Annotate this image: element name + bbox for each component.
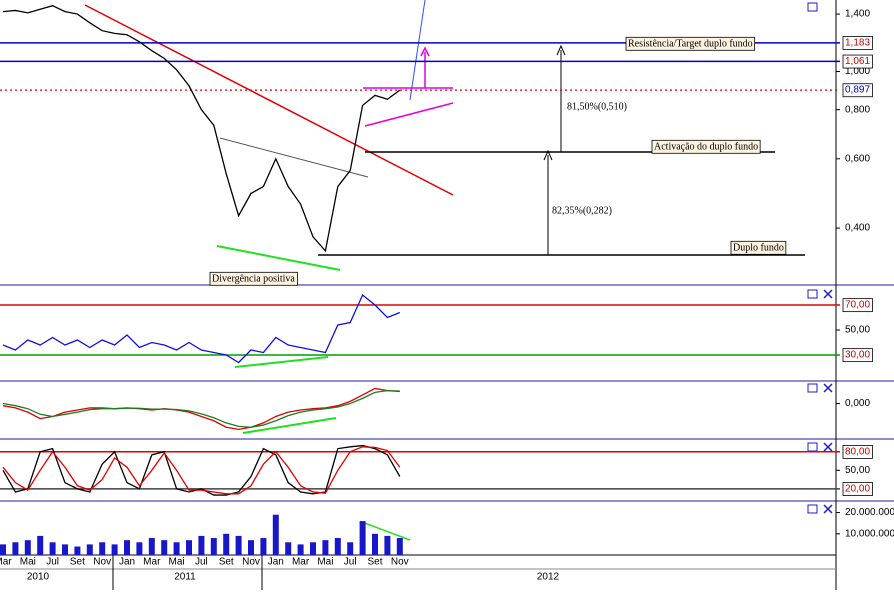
volume-bar — [136, 542, 143, 555]
label-box — [842, 54, 873, 69]
series-line — [2, 387, 400, 431]
volume-bar — [161, 540, 168, 555]
x-tick-label: Jul — [46, 557, 59, 568]
annotation: 81,50%(0,510) — [567, 101, 627, 112]
level-label: 30,00 — [845, 350, 870, 361]
volume-bar — [334, 538, 341, 555]
volume-bar — [62, 544, 68, 555]
y-tick-label: 0,400 — [845, 223, 870, 234]
annotation: 82,35%(0,282) — [552, 205, 612, 216]
x-tick-label: Mai — [169, 557, 185, 568]
label-box — [209, 271, 298, 286]
volume-bar — [384, 535, 391, 555]
series-line — [2, 293, 401, 364]
x-tick-label: Jul — [344, 557, 357, 568]
level-label: 0,897 — [845, 85, 870, 96]
volume-bar — [173, 542, 180, 555]
label-box — [842, 482, 873, 496]
y-tick-label: 10.000.000 — [845, 528, 894, 539]
x-tick-label: Nov — [93, 557, 111, 568]
annotation: Activação do duplo fundo — [654, 141, 758, 152]
label-box — [842, 36, 873, 50]
volume-bar — [111, 544, 118, 555]
volume-bar — [310, 542, 316, 555]
x-tick-label: Mar — [292, 557, 310, 568]
year-label: 2012 — [537, 572, 560, 583]
volume-bar — [124, 540, 130, 555]
x-tick-label: Mai — [317, 557, 333, 568]
volume-bar — [49, 542, 56, 555]
window-buttons[interactable] — [807, 2, 833, 514]
volume-bar — [148, 538, 155, 555]
y-tick-label: 0,000 — [845, 398, 870, 409]
volume-bar — [359, 521, 366, 555]
level-label: 80,00 — [845, 446, 870, 457]
label-box — [842, 83, 873, 98]
volume-bar — [186, 540, 192, 555]
volume-bar — [396, 538, 403, 555]
x-tick-label: Jan — [268, 557, 284, 568]
y-tick-label: 20.000.000 — [845, 507, 894, 518]
label-box — [651, 139, 761, 154]
y-tick-label: 1,400 — [845, 9, 870, 20]
volume-bar — [322, 540, 329, 555]
volume-bar — [223, 533, 230, 555]
x-tick-label: Set — [219, 557, 234, 568]
x-tick-label: Jan — [119, 557, 135, 568]
y-tick-label: 0,800 — [845, 104, 870, 115]
volume-bar — [0, 544, 6, 555]
volume-bar — [260, 538, 267, 555]
label-box — [842, 444, 873, 459]
x-tick-label: Jul — [195, 557, 208, 568]
y-tick-label: 50,00 — [845, 325, 870, 336]
drawing-tools — [84, 0, 805, 541]
series-line — [2, 446, 401, 495]
label-box — [625, 36, 756, 51]
x-tick-label: Nov — [391, 557, 409, 568]
x-tick-label: Set — [367, 557, 382, 568]
level-label: 1,183 — [845, 37, 870, 48]
volume-bar — [86, 544, 93, 555]
volume-bar — [12, 542, 19, 555]
volume-bar — [372, 533, 378, 555]
series-line — [2, 389, 400, 428]
volume-bar — [99, 542, 106, 555]
annotation: Resistência/Target duplo fundo — [628, 38, 753, 49]
year-label: 2010 — [27, 572, 50, 583]
volume-bar — [24, 540, 31, 555]
x-tick-label: Mar — [143, 557, 161, 568]
x-tick-label: Set — [70, 557, 85, 568]
label-box — [842, 298, 873, 313]
label-box — [842, 348, 873, 363]
series-line — [2, 5, 401, 253]
volume-bar — [272, 514, 279, 555]
annotation: Duplo fundo — [733, 242, 784, 253]
year-label: 2011 — [174, 572, 196, 583]
volume-bar — [74, 546, 81, 555]
level-label: 70,00 — [845, 300, 870, 311]
volume-bar — [235, 535, 242, 555]
volume-bar — [37, 535, 44, 555]
y-tick-label: 1,000 — [845, 66, 870, 77]
x-tick-label: Mar — [0, 557, 12, 568]
level-label: 20,00 — [845, 484, 870, 495]
volume-bar — [198, 535, 205, 555]
volume-bar — [210, 538, 217, 555]
y-tick-label: 0,600 — [845, 153, 870, 164]
volume-bar — [248, 540, 254, 555]
series-line — [2, 444, 401, 496]
x-tick-label: Nov — [242, 557, 260, 568]
annotation: Divergência positiva — [212, 273, 295, 284]
volume-bar — [285, 542, 292, 555]
volume-bar — [297, 544, 304, 555]
level-label: 1,061 — [845, 56, 870, 67]
label-box — [730, 240, 787, 255]
volume-bar — [347, 542, 354, 555]
y-tick-label: 50,00 — [845, 465, 870, 476]
x-tick-label: Mai — [20, 557, 36, 568]
